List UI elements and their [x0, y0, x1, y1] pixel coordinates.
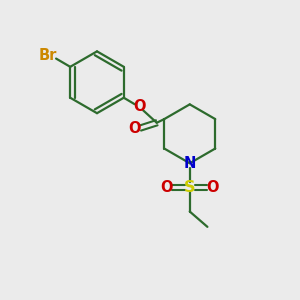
Text: O: O — [128, 121, 141, 136]
Text: O: O — [206, 180, 219, 195]
Text: O: O — [160, 180, 173, 195]
Text: S: S — [184, 180, 196, 195]
Text: O: O — [133, 99, 145, 114]
Text: N: N — [184, 156, 196, 171]
Text: Br: Br — [39, 47, 57, 62]
